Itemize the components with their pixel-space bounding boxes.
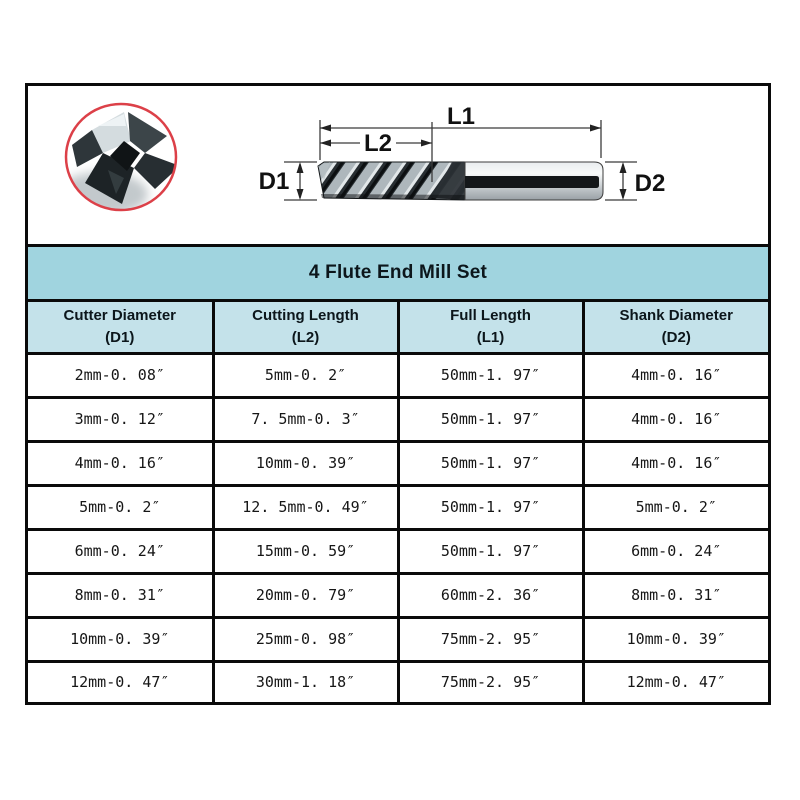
spec-cell: 50mm-1. 97″ [396, 352, 585, 399]
dimension-label-l1: L1 [447, 103, 475, 130]
column-header-shank-diameter: Shank Diameter (D2) [581, 299, 768, 355]
spec-cell: 5mm-0. 2″ [28, 483, 215, 531]
spec-cell: 12. 5mm-0. 49″ [211, 483, 400, 531]
spec-cell: 6mm-0. 24″ [581, 527, 768, 575]
hero-section: L1 L2 D1 D2 [28, 86, 768, 244]
table-title-bar: 4 Flute End Mill Set [28, 244, 768, 299]
spec-cell: 8mm-0. 31″ [28, 571, 215, 619]
spec-cell: 7. 5mm-0. 3″ [211, 395, 400, 443]
spec-cell: 6mm-0. 24″ [28, 527, 215, 575]
table-row: 2mm-0. 08″ 5mm-0. 2″ 50mm-1. 97″ 4mm-0. … [28, 352, 768, 399]
spec-cell: 50mm-1. 97″ [396, 395, 585, 443]
column-header-line1: Cutting Length [252, 306, 359, 324]
spec-cell: 4mm-0. 16″ [581, 395, 768, 443]
spec-cell: 10mm-0. 39″ [581, 615, 768, 663]
dimension-label-l2: L2 [364, 130, 392, 157]
spec-cell: 12mm-0. 47″ [581, 659, 768, 702]
table-row: 6mm-0. 24″ 15mm-0. 59″ 50mm-1. 97″ 6mm-0… [28, 527, 768, 575]
spec-cell: 25mm-0. 98″ [211, 615, 400, 663]
spec-cell: 8mm-0. 31″ [581, 571, 768, 619]
table-row: 5mm-0. 2″ 12. 5mm-0. 49″ 50mm-1. 97″ 5mm… [28, 483, 768, 531]
column-header-cutting-length: Cutting Length (L2) [211, 299, 400, 355]
endmill-photo [64, 102, 178, 212]
column-header-line1: Cutter Diameter [63, 306, 177, 324]
spec-cell: 60mm-2. 36″ [396, 571, 585, 619]
spec-cell: 4mm-0. 16″ [581, 439, 768, 487]
spec-cell: 5mm-0. 2″ [581, 483, 768, 531]
spec-cell: 10mm-0. 39″ [28, 615, 215, 663]
column-header-line2: (L1) [476, 329, 505, 346]
spec-sheet-frame: L1 L2 D1 D2 4 Flute End Mill Set Cutter … [25, 83, 771, 705]
table-row: 10mm-0. 39″ 25mm-0. 98″ 75mm-2. 95″ 10mm… [28, 615, 768, 663]
spec-cell: 2mm-0. 08″ [28, 352, 215, 399]
spec-cell: 50mm-1. 97″ [396, 439, 585, 487]
spec-cell: 75mm-2. 95″ [396, 659, 585, 702]
red-circle-annotation [64, 102, 178, 212]
spec-cell: 4mm-0. 16″ [581, 352, 768, 399]
spec-cell: 15mm-0. 59″ [211, 527, 400, 575]
spec-cell: 3mm-0. 12″ [28, 395, 215, 443]
spec-cell: 30mm-1. 18″ [211, 659, 400, 702]
spec-cell: 12mm-0. 47″ [28, 659, 215, 702]
table-row: 3mm-0. 12″ 7. 5mm-0. 3″ 50mm-1. 97″ 4mm-… [28, 395, 768, 443]
spec-cell: 10mm-0. 39″ [211, 439, 400, 487]
column-header-line2: (D2) [661, 329, 691, 346]
table-row: 8mm-0. 31″ 20mm-0. 79″ 60mm-2. 36″ 8mm-0… [28, 571, 768, 619]
column-header-line1: Full Length [450, 306, 531, 324]
dimension-diagram: L1 L2 D1 D2 [259, 103, 666, 201]
dimension-label-d2: D2 [635, 170, 666, 197]
table-row: 4mm-0. 16″ 10mm-0. 39″ 50mm-1. 97″ 4mm-0… [28, 439, 768, 487]
spec-table: Cutter Diameter (D1) Cutting Length (L2)… [28, 299, 768, 702]
table-row: 12mm-0. 47″ 30mm-1. 18″ 75mm-2. 95″ 12mm… [28, 659, 768, 702]
spec-cell: 20mm-0. 79″ [211, 571, 400, 619]
spec-table-header: Cutter Diameter (D1) Cutting Length (L2)… [28, 299, 768, 355]
spec-cell: 75mm-2. 95″ [396, 615, 585, 663]
spec-cell: 50mm-1. 97″ [396, 527, 585, 575]
spec-cell: 4mm-0. 16″ [28, 439, 215, 487]
column-header-line1: Shank Diameter [619, 306, 733, 324]
dimension-label-d1: D1 [259, 168, 290, 195]
spec-cell: 5mm-0. 2″ [211, 352, 400, 399]
spec-cell: 50mm-1. 97″ [396, 483, 585, 531]
column-header-full-length: Full Length (L1) [396, 299, 585, 355]
column-header-cutter-diameter: Cutter Diameter (D1) [28, 299, 215, 355]
column-header-line2: (L2) [291, 329, 320, 346]
column-header-line2: (D1) [105, 329, 135, 346]
table-title: 4 Flute End Mill Set [308, 262, 488, 283]
hero-graphic: L1 L2 D1 D2 [64, 102, 666, 212]
